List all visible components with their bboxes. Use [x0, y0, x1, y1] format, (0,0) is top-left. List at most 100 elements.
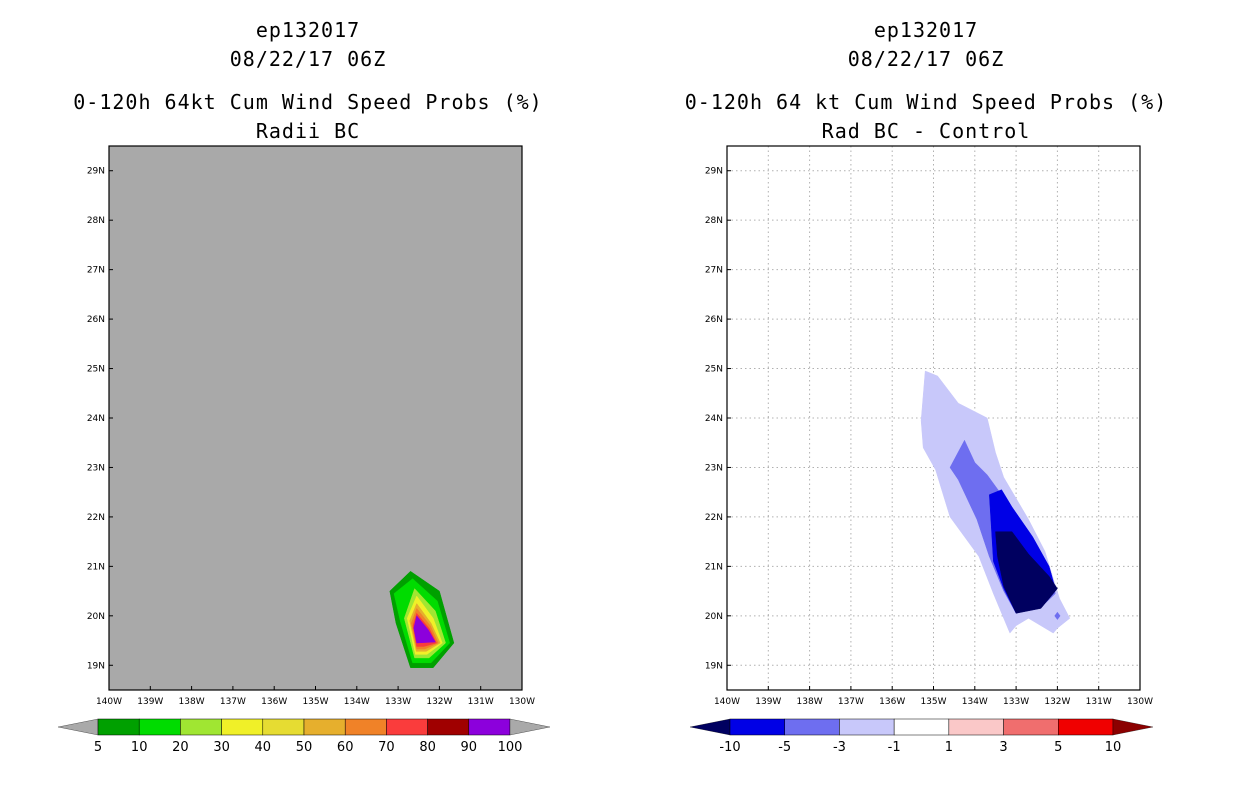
right-x-tick-label: 137W [838, 697, 864, 707]
right-chart-title: 0-120h 64 kt Cum Wind Speed Probs (%) [684, 90, 1168, 114]
left-chart-title: 0-120h 64kt Cum Wind Speed Probs (%) [73, 90, 543, 114]
left-chart: 140W 139W 138W 137W 136W 135W 134W 133W 132W 131W… [57, 145, 551, 755]
left-colorbar-label: 40 [255, 740, 272, 755]
left-colorbar-segment [138, 718, 181, 736]
right-y-tick-label: 20N [705, 612, 723, 622]
right-colorbar-segment [1003, 718, 1059, 736]
right-colorbar-segment [784, 718, 840, 736]
left-plot-background [109, 146, 522, 690]
right-x-tick-label: 138W [797, 697, 823, 707]
right-y-tick-label: 25N [705, 365, 723, 375]
right-datetime: 08/22/17 06Z [847, 47, 1005, 71]
left-y-tick-label: 27N [87, 266, 105, 276]
right-x-tick-label: 130W [1127, 697, 1153, 707]
left-colorbar-label: 10 [131, 740, 148, 755]
right-x-tick-label: 140W [714, 697, 740, 707]
right-colorbar-label: -5 [778, 740, 791, 755]
right-colorbar-segment [839, 718, 895, 736]
left-y-tick-label: 21N [87, 562, 105, 572]
right-y-tick-label: 26N [705, 315, 723, 325]
right-colorbar-label: -10 [719, 740, 740, 755]
right-y-tick-label: 24N [705, 414, 723, 424]
right-chart: 140W 139W 138W 137W 136W 135W 134W 133W 132W 131W… [689, 145, 1154, 755]
left-colorbar-label: 20 [172, 740, 189, 755]
left-x-tick-label: 133W [385, 697, 411, 707]
right-colorbar-segment [893, 718, 950, 736]
left-colorbar-label: 90 [461, 740, 478, 755]
left-colorbar-segment [344, 718, 387, 736]
right-chart-title-block: ep132017 08/22/17 06Z 0-120h 64 kt Cum W… [676, 16, 1176, 146]
right-colorbar-label: 5 [1054, 740, 1062, 755]
left-colorbar-segment [180, 718, 222, 736]
left-colorbar-segment [221, 718, 264, 736]
right-probability-marker [1054, 611, 1061, 620]
left-colorbar-label: 70 [378, 740, 395, 755]
right-colorbar-segment [948, 718, 1004, 736]
right-y-tick-label: 22N [705, 513, 723, 523]
right-y-tick-label: 28N [705, 216, 723, 226]
left-colorbar-segment [386, 718, 428, 736]
left-colorbar-right-arrow [509, 718, 551, 736]
left-x-tick-label: 135W [302, 697, 328, 707]
left-colorbar-label: 60 [337, 740, 354, 755]
left-y-tick-label: 19N [87, 661, 105, 671]
right-colorbar-label: -1 [888, 740, 901, 755]
right-y-tick-label: 27N [705, 266, 723, 276]
left-storm-id: ep132017 [255, 18, 361, 42]
left-colorbar-label: 5 [94, 740, 102, 755]
left-y-tick-label: 24N [87, 414, 105, 424]
left-x-tick-label: 140W [96, 697, 122, 707]
right-y-tick-label: 23N [705, 463, 723, 473]
left-x-tick-label: 132W [426, 697, 452, 707]
right-x-tick-label: 131W [1086, 697, 1112, 707]
right-chart-subtitle: Rad BC - Control [821, 119, 1031, 143]
left-y-tick-label: 26N [87, 315, 105, 325]
right-x-tick-label: 133W [1003, 697, 1029, 707]
left-colorbar-segment [262, 718, 305, 736]
right-y-tick-label: 29N [705, 167, 723, 177]
right-x-tick-label: 135W [920, 697, 946, 707]
left-datetime: 08/22/17 06Z [229, 47, 387, 71]
left-colorbar-label: 50 [296, 740, 313, 755]
right-y-tick-label: 19N [705, 661, 723, 671]
left-y-tick-label: 22N [87, 513, 105, 523]
left-x-tick-label: 136W [261, 697, 287, 707]
left-colorbar-segment [427, 718, 470, 736]
right-x-tick-label: 139W [755, 697, 781, 707]
right-storm-id: ep132017 [873, 18, 979, 42]
right-x-tick-label: 132W [1044, 697, 1070, 707]
left-y-tick-label: 20N [87, 612, 105, 622]
right-contour-level-neg10 [995, 531, 1058, 614]
left-contour-level-90 [413, 615, 436, 644]
right-colorbar-label: 1 [945, 740, 953, 755]
left-x-tick-label: 139W [137, 697, 163, 707]
left-y-tick-label: 23N [87, 463, 105, 473]
left-y-tick-label: 25N [87, 365, 105, 375]
right-x-tick-label: 136W [879, 697, 905, 707]
right-colorbar-label: 10 [1105, 740, 1122, 755]
left-colorbar-label: 80 [419, 740, 436, 755]
left-colorbar-label: 100 [498, 740, 523, 755]
left-colorbar-segment [97, 718, 140, 736]
left-x-tick-label: 130W [509, 697, 535, 707]
left-colorbar-label: 30 [213, 740, 230, 755]
left-x-tick-label: 134W [344, 697, 370, 707]
left-x-tick-label: 138W [179, 697, 205, 707]
left-colorbar-left-arrow [57, 718, 99, 736]
left-colorbar-segment [303, 718, 346, 736]
left-y-tick-label: 28N [87, 216, 105, 226]
right-y-tick-label: 21N [705, 562, 723, 572]
right-colorbar-segment [729, 718, 785, 736]
right-colorbar-right-arrow [1112, 718, 1154, 736]
left-chart-title-block: ep132017 08/22/17 06Z 0-120h 64kt Cum Wi… [58, 16, 558, 146]
left-x-tick-label: 131W [468, 697, 494, 707]
right-colorbar-label: 3 [999, 740, 1007, 755]
left-colorbar-segment [468, 718, 511, 736]
right-colorbar-segment [1058, 718, 1114, 736]
left-y-tick-label: 29N [87, 167, 105, 177]
left-x-tick-label: 137W [220, 697, 246, 707]
right-colorbar-left-arrow [689, 718, 731, 736]
right-x-tick-label: 134W [962, 697, 988, 707]
left-chart-subtitle: Radii BC [255, 119, 361, 143]
